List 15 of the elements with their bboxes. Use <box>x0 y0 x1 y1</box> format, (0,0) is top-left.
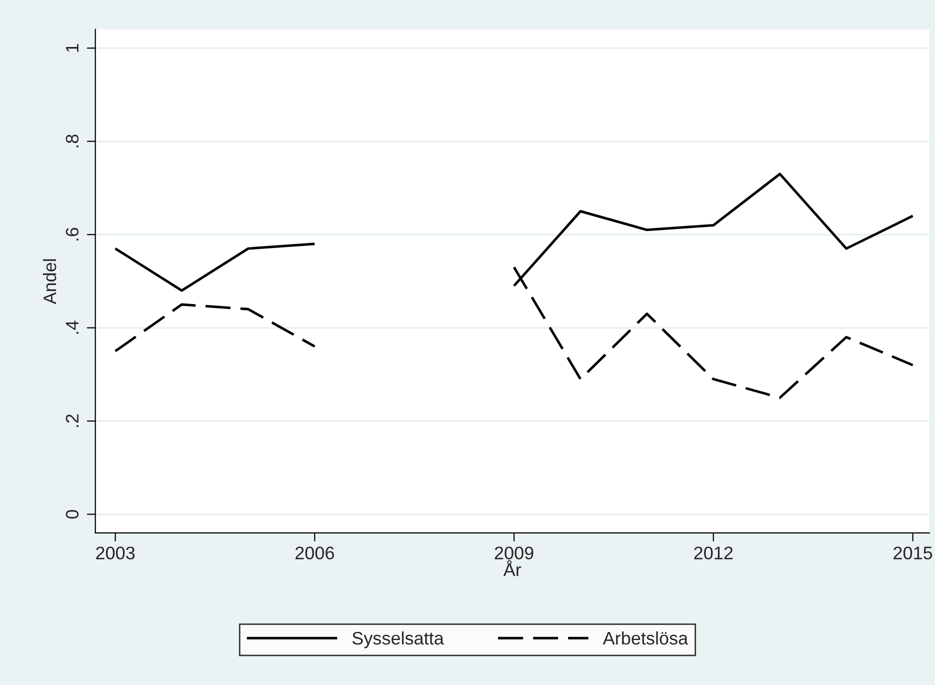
x-axis-title: År <box>503 560 522 576</box>
x-tick-label: 2012 <box>694 546 733 560</box>
text: Sysselsatta <box>352 631 444 648</box>
y-tick-label: .6 <box>66 228 79 240</box>
y-tick-label: .2 <box>66 414 78 427</box>
y-tick-label: 1 <box>66 44 78 52</box>
x-tick-label: 2015 <box>894 546 932 560</box>
y-axis-title: Andel <box>42 259 56 304</box>
y-tick-label: 0 <box>66 510 79 519</box>
legend-label: Arbetslösa <box>602 631 688 645</box>
x-tick-label: 2009 <box>494 546 534 560</box>
x-tick-label: 2006 <box>296 546 334 560</box>
y-tick-label: .8 <box>66 134 79 148</box>
x-tick-label: 2003 <box>96 546 135 560</box>
y-tick-label: .4 <box>66 320 78 334</box>
